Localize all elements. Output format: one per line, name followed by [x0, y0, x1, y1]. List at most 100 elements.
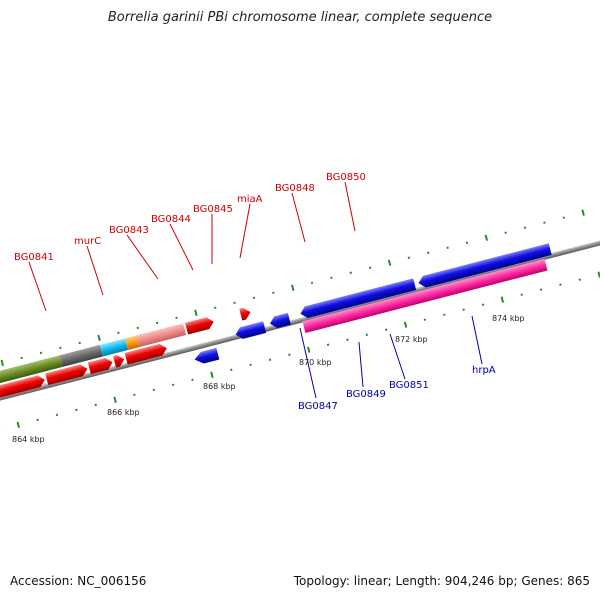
- minor-tick: [94, 403, 97, 407]
- minor-tick: [272, 291, 275, 295]
- minor-tick: [465, 241, 469, 244]
- minor-tick: [59, 346, 62, 350]
- major-tick: [484, 234, 489, 241]
- label-hrpA: hrpA: [472, 365, 496, 376]
- feature-hrpA: [302, 258, 548, 334]
- minor-tick: [36, 418, 39, 422]
- gene-arrow-forward: [239, 307, 251, 321]
- minor-tick: [288, 353, 291, 356]
- reverse-callouts: [299, 315, 483, 399]
- major-tick: [16, 421, 21, 429]
- label-miaA: miaA: [237, 194, 263, 205]
- minor-tick: [233, 301, 236, 305]
- minor-tick: [268, 358, 272, 361]
- major-tick: [290, 284, 295, 291]
- major-tick: [97, 334, 101, 342]
- forward-callouts: [28, 181, 356, 312]
- gene-arrow-forward: [185, 317, 214, 335]
- major-tick: [387, 259, 392, 266]
- minor-tick: [117, 331, 120, 335]
- major-tick: [210, 371, 214, 378]
- minor-tick: [133, 393, 136, 397]
- scale-label-872: 872 kbp: [395, 335, 428, 344]
- minor-tick: [523, 226, 527, 229]
- gene-arrow-forward: [87, 357, 113, 375]
- label-BG0841: BG0841: [14, 252, 54, 263]
- gene-arrow-forward: [124, 343, 167, 365]
- gene-arrow-reverse: [235, 321, 267, 339]
- minor-tick: [578, 278, 582, 281]
- major-tick: [403, 321, 408, 328]
- minor-tick: [481, 303, 485, 306]
- minor-tick: [407, 256, 411, 259]
- minor-tick: [349, 271, 353, 274]
- feature-BG0843: [59, 344, 103, 368]
- major-tick: [0, 359, 4, 367]
- minor-tick: [539, 288, 543, 291]
- minor-tick: [55, 413, 59, 417]
- minor-tick: [562, 216, 566, 219]
- map-title: Borrelia garinii PBi chromosome linear, …: [107, 10, 493, 25]
- minor-tick: [346, 338, 349, 341]
- minor-tick: [384, 328, 388, 331]
- minor-tick: [446, 246, 449, 249]
- minor-tick: [75, 408, 78, 412]
- label-BG0849: BG0849: [346, 389, 386, 400]
- minor-tick: [78, 341, 81, 345]
- minor-tick: [543, 221, 546, 224]
- minor-tick: [249, 363, 252, 367]
- feature-BG0845: [125, 335, 140, 351]
- feature-miaA: [136, 323, 187, 348]
- gene-arrow-reverse: [194, 347, 220, 364]
- label-BG0850: BG0850: [326, 172, 366, 183]
- minor-tick: [252, 296, 256, 300]
- topology-summary: Topology: linear; Length: 904,246 bp; Ge…: [293, 574, 590, 588]
- gene-arrow-forward: [45, 364, 88, 386]
- gene-arrow-forward: [0, 375, 45, 403]
- minor-tick: [368, 266, 372, 269]
- minor-tick: [171, 383, 175, 387]
- major-tick: [113, 396, 117, 403]
- gene-arrow-forward: [113, 354, 125, 368]
- feature-murC: [0, 355, 63, 385]
- minor-tick: [39, 351, 43, 355]
- minor-tick: [559, 283, 562, 286]
- scale-label-874: 874 kbp: [492, 314, 525, 323]
- minor-tick: [423, 318, 427, 321]
- feature-BG0844: [99, 338, 129, 357]
- label-BG0843: BG0843: [109, 225, 149, 236]
- gene-arrow-reverse: [269, 312, 291, 328]
- label-BG0851: BG0851: [389, 380, 429, 391]
- label-BG0845: BG0845: [193, 204, 233, 215]
- major-tick: [194, 309, 198, 316]
- major-tick: [597, 271, 600, 278]
- minor-tick: [427, 251, 430, 254]
- scale-label-864: 864 kbp: [12, 435, 45, 444]
- minor-tick: [191, 378, 194, 382]
- gene-arrow-reverse: [418, 243, 552, 288]
- scale-label-870: 870 kbp: [299, 358, 332, 367]
- reverse-tick-row: [0, 271, 600, 432]
- label-BG0847: BG0847: [298, 401, 338, 412]
- minor-tick: [20, 356, 23, 360]
- major-tick: [307, 346, 311, 353]
- label-murC: murC: [74, 236, 101, 247]
- forward-tick-row: [0, 209, 585, 367]
- minor-tick: [155, 321, 159, 325]
- minor-tick: [214, 306, 217, 310]
- minor-tick: [136, 326, 140, 330]
- chromosome-backbone: [0, 187, 600, 454]
- label-BG0848: BG0848: [275, 183, 315, 194]
- minor-tick: [462, 308, 465, 311]
- label-BG0844: BG0844: [151, 214, 191, 225]
- minor-tick: [152, 388, 156, 392]
- major-tick: [581, 209, 585, 216]
- minor-tick: [310, 281, 314, 285]
- minor-tick: [175, 316, 178, 320]
- minor-tick: [330, 276, 333, 280]
- major-tick: [500, 296, 505, 303]
- minor-tick: [365, 333, 369, 336]
- gene-arrow-reverse: [300, 278, 417, 318]
- minor-tick: [326, 343, 330, 346]
